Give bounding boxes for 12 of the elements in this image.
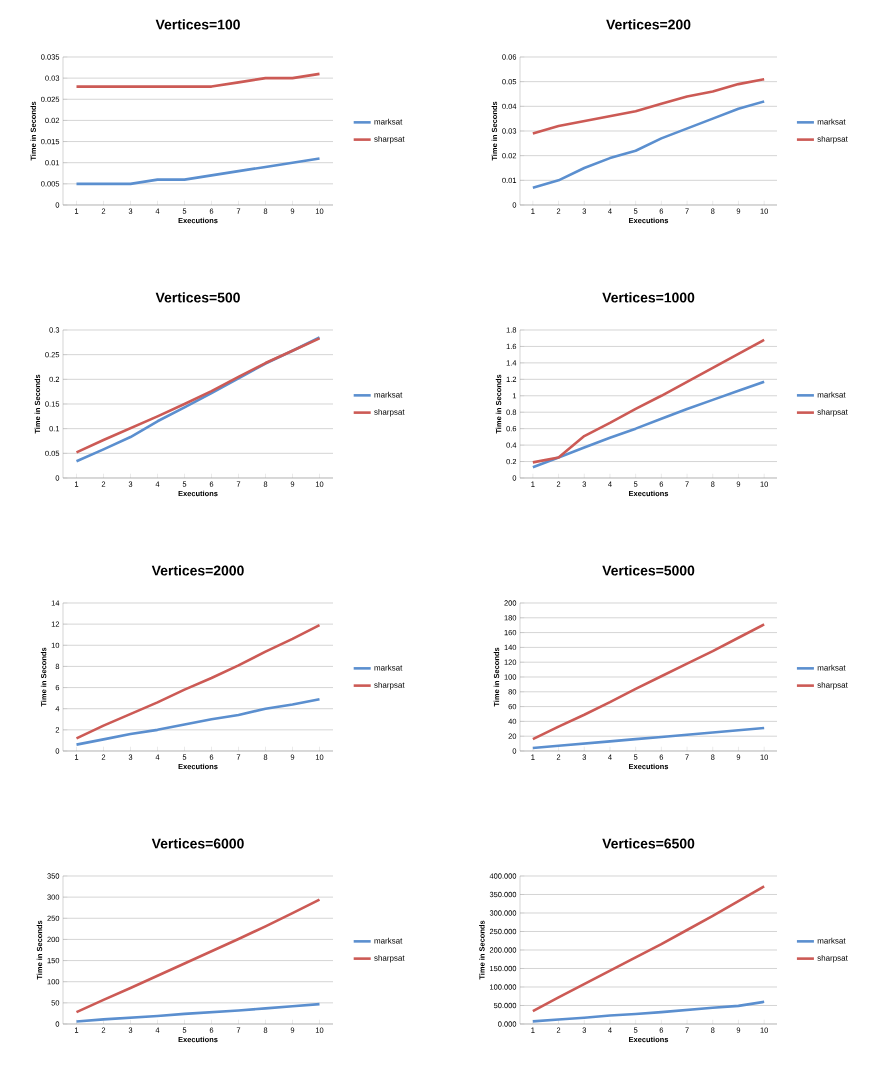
chart-title: Vertices=5000	[602, 565, 695, 576]
line-series	[531, 338, 766, 464]
chart-title: Vertices=100	[155, 19, 240, 30]
line-series	[531, 380, 766, 469]
chart-title: Vertices=500	[155, 292, 240, 303]
chart-title: Vertices=2000	[151, 565, 244, 576]
chart-title: Vertices=6000	[151, 838, 244, 849]
line-series	[75, 697, 321, 746]
chart-title: Vertices=6500	[602, 838, 695, 849]
line-series	[531, 623, 766, 741]
chart-title: Vertices=1000	[602, 292, 695, 303]
chart-title: Vertices=200	[606, 19, 691, 30]
